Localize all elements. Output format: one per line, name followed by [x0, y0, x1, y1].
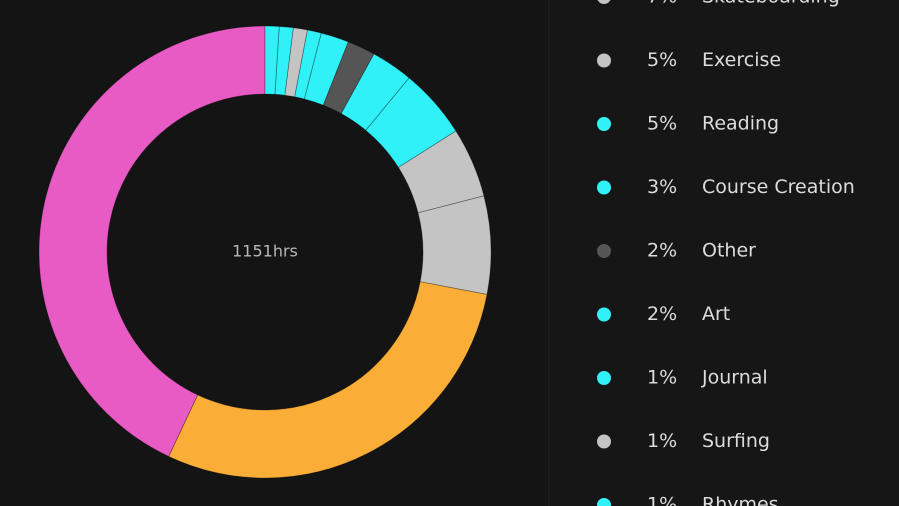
legend-label: Reading	[702, 113, 779, 135]
legend-marker	[597, 180, 611, 195]
donut-slice	[284, 27, 308, 98]
legend-marker	[597, 307, 611, 322]
legend-marker	[597, 244, 611, 258]
legend-percent: 2%	[647, 303, 677, 325]
donut-slice	[303, 32, 349, 106]
legend-percent: 7%	[647, 0, 677, 8]
donut-slice	[365, 77, 457, 168]
legend-percent: 5%	[647, 113, 677, 135]
legend-marker	[597, 498, 611, 506]
legend-marker	[597, 371, 611, 385]
donut-slice	[322, 41, 375, 115]
legend-percent: 5%	[647, 49, 677, 71]
donut-slice	[417, 195, 492, 295]
legend-marker	[597, 117, 611, 131]
legend-percent: 1%	[647, 494, 677, 506]
donut-slice	[340, 53, 410, 131]
donut-slice	[168, 281, 488, 479]
legend-label: Other	[702, 240, 756, 262]
donut-slice	[264, 25, 280, 95]
legend: 7% Skateboarding 5% Exercise 5% Reading 3% Cour…	[597, 0, 855, 506]
legend-label: Rhymes	[702, 494, 779, 506]
legend-marker	[597, 53, 611, 68]
legend-percent: 1%	[647, 430, 677, 452]
legend-percent: 1%	[647, 367, 677, 389]
donut-slice	[38, 25, 266, 458]
legend-marker	[597, 434, 611, 449]
donut	[38, 25, 492, 479]
legend-label: Journal	[701, 367, 768, 389]
legend-label: Exercise	[702, 49, 781, 71]
donut-slice	[274, 26, 294, 96]
legend-percent: 2%	[647, 240, 677, 262]
legend-label: Art	[702, 303, 730, 325]
legend-label: Skateboarding	[702, 0, 840, 8]
legend-label: Course Creation	[702, 176, 855, 198]
center-label: 1151hrs	[232, 242, 298, 261]
legend-marker	[597, 0, 611, 4]
legend-percent: 3%	[647, 176, 677, 198]
legend-label: Surfing	[702, 430, 770, 452]
